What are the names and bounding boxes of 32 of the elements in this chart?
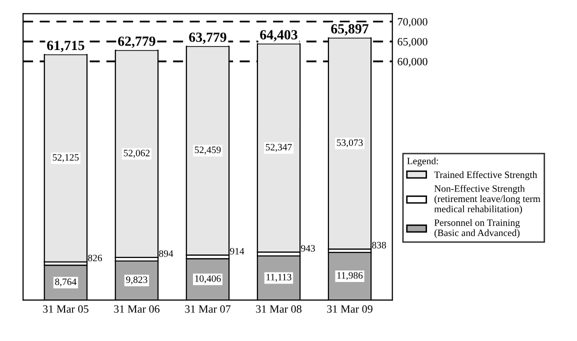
data-label: 52,459 xyxy=(194,146,221,155)
y-tick-label: 70,000 xyxy=(398,18,428,28)
legend-title: Legend: xyxy=(407,157,438,166)
legend-label: Non-Effective Strength (retirement leave/long term medical rehabilitation) xyxy=(434,184,540,214)
data-label: 52,347 xyxy=(266,144,292,152)
y-tick-label: 60,000 xyxy=(398,58,428,67)
total-label: 65,897 xyxy=(331,24,369,36)
x-tick-label: 31 Mar 05 xyxy=(43,305,88,313)
data-label: 914 xyxy=(230,248,244,255)
data-label: 894 xyxy=(159,250,174,257)
data-label: 11,986 xyxy=(337,272,363,280)
total-label: 62,779 xyxy=(118,36,156,48)
x-tick-label: 31 Mar 08 xyxy=(256,305,302,313)
x-tick-label: 31 Mar 06 xyxy=(114,305,160,313)
total-label: 64,403 xyxy=(260,30,298,42)
x-tick-label: 31 Mar 07 xyxy=(185,305,231,313)
data-label: 52,062 xyxy=(124,150,150,158)
data-label: 10,406 xyxy=(195,275,221,284)
data-label: 11,113 xyxy=(266,274,292,282)
data-label: 52,125 xyxy=(52,154,79,162)
y-tick-label: 65,000 xyxy=(398,38,428,48)
legend-label: Personnel on Training (Basic and Advanced) xyxy=(434,219,520,238)
data-label: 943 xyxy=(301,245,315,252)
data-label: 9,823 xyxy=(126,276,148,284)
total-label: 61,715 xyxy=(47,40,84,52)
x-tick-label: 31 Mar 09 xyxy=(327,305,372,313)
data-label: 838 xyxy=(372,242,386,248)
total-label: 63,779 xyxy=(189,32,226,44)
data-label: 8,764 xyxy=(55,278,76,286)
legend-label: Trained Effective Strength xyxy=(434,171,538,180)
data-label: 826 xyxy=(88,254,102,262)
data-label: 53,073 xyxy=(336,139,363,148)
